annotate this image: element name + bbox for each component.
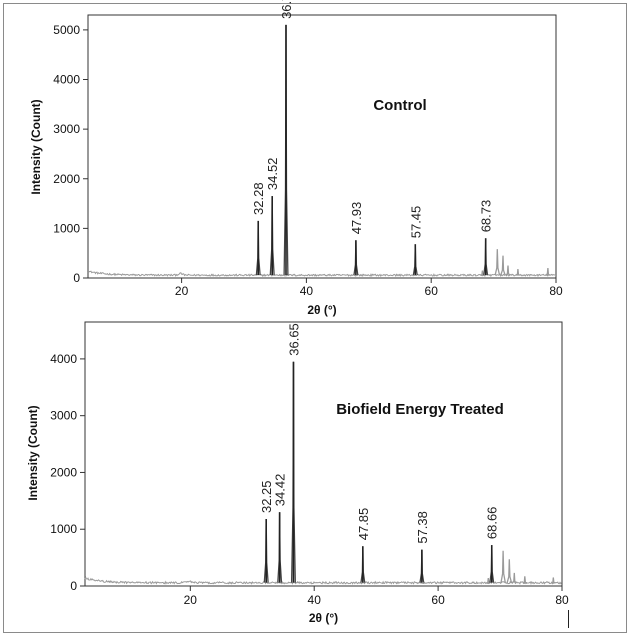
- figure-frame: [3, 3, 627, 633]
- minor-peak: [480, 270, 485, 277]
- y-tick-label: 3000: [53, 122, 80, 136]
- y-tick-label: 5000: [53, 23, 80, 37]
- y-tick-label: 0: [73, 271, 80, 285]
- peak-label: 36.65: [286, 323, 301, 356]
- peak-label: 47.85: [356, 508, 371, 541]
- major-peak: [283, 24, 289, 276]
- x-tick-label: 60: [425, 284, 439, 298]
- y-tick-label: 0: [70, 579, 77, 593]
- y-tick-label: 4000: [50, 352, 77, 366]
- minor-peak: [506, 559, 513, 583]
- minor-peak: [511, 572, 517, 584]
- minor-peak: [522, 576, 527, 584]
- major-peak: [290, 361, 296, 583]
- chart-control-panel: 32.28 34.52 36.73 47.93 57.45 68.73 0 1000 2000 3…: [29, 0, 563, 317]
- x-tick-label: 60: [431, 593, 445, 607]
- x-tick-label: 20: [175, 284, 189, 298]
- y-axis-title: Intensity (Count): [29, 99, 43, 194]
- minor-peak: [505, 265, 511, 276]
- peak-label: 68.73: [479, 200, 494, 233]
- major-peak: [489, 545, 495, 583]
- y-tick-label: 4000: [53, 73, 80, 87]
- plot-area-frame: [87, 14, 557, 279]
- peak-label: 32.25: [259, 480, 274, 513]
- x-tick-label: 40: [308, 593, 322, 607]
- text-cursor-mark: [568, 610, 569, 628]
- chart-title: Control: [373, 97, 426, 114]
- plot-area-frame: [84, 321, 563, 587]
- y-tick-label: 1000: [53, 221, 80, 235]
- chart-title: Biofield Energy Treated: [336, 401, 504, 418]
- y-axis-title: Intensity (Count): [26, 405, 40, 500]
- peak-label: 68.66: [485, 507, 500, 540]
- x-tick-label: 80: [555, 593, 569, 607]
- minor-peak: [500, 255, 506, 276]
- major-peak: [483, 238, 489, 276]
- peak-label: 34.42: [273, 474, 288, 507]
- major-peak: [269, 196, 275, 276]
- peak-label: 34.52: [265, 158, 280, 191]
- minor-peak: [494, 249, 501, 276]
- peak-label: 32.28: [251, 182, 266, 215]
- peak-label: 36.73: [279, 0, 294, 19]
- minor-peak: [500, 550, 506, 583]
- minor-peak: [545, 268, 551, 276]
- x-tick-label: 20: [184, 593, 198, 607]
- x-axis-title: 2θ (°): [309, 611, 338, 625]
- minor-peak: [485, 578, 491, 585]
- major-peak: [263, 518, 269, 583]
- x-tick-label: 80: [549, 284, 563, 298]
- chart-treated-panel: 32.25 34.42 36.65 47.85 57.38 68.66 0 1000 2000 3…: [26, 321, 569, 625]
- y-tick-label: 2000: [50, 465, 77, 479]
- peak-label: 57.45: [408, 206, 423, 239]
- minor-peak: [551, 577, 556, 584]
- peak-label: 57.38: [415, 511, 430, 544]
- diffraction-baseline-trace: [84, 576, 562, 585]
- major-peak: [255, 220, 261, 276]
- x-tick-label: 40: [300, 284, 314, 298]
- minor-peak: [515, 269, 521, 276]
- peak-label: 47.93: [349, 202, 364, 235]
- diffraction-baseline-trace: [87, 270, 557, 278]
- y-tick-label: 3000: [50, 409, 77, 423]
- y-tick-label: 2000: [53, 172, 80, 186]
- x-axis-title: 2θ (°): [307, 303, 336, 317]
- y-tick-label: 1000: [50, 522, 77, 536]
